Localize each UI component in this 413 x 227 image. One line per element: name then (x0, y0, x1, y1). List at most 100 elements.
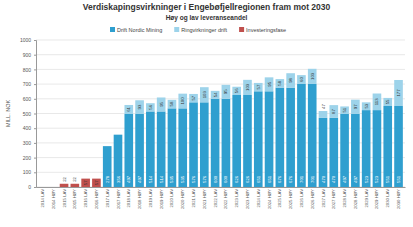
data-label: 523 (364, 175, 369, 183)
legend-label: Drift Nordic Mining (117, 27, 162, 33)
legend-swatch (239, 27, 244, 32)
grid-line (36, 98, 405, 99)
bar (243, 95, 252, 187)
y-tick (34, 128, 36, 129)
data-label: 551 (396, 175, 401, 183)
x-tick-group: 2015 LAV (62, 187, 67, 208)
y-tick-label: 800 (23, 67, 32, 73)
data-label: 100 (180, 97, 185, 105)
x-tick-label: 2024 LAV (256, 189, 261, 208)
data-label: 470 (321, 175, 326, 183)
x-tick-label: 2015 LAV (62, 189, 67, 208)
data-label: 113 (374, 98, 379, 105)
x-tick-label: 2030 HØY (396, 189, 401, 209)
bar (329, 118, 338, 187)
data-label: 103 (310, 72, 315, 80)
data-label: 470 (331, 175, 336, 183)
bar (340, 114, 349, 187)
bar (135, 100, 144, 114)
y-tick-label: 1000 (20, 37, 31, 43)
x-axis-line (37, 187, 406, 188)
x-axis: 2014 LAV2014 HØY2015 LAV2015 HØY2016 LAV… (37, 187, 406, 209)
x-tick-group: 2021 HØY (202, 187, 207, 209)
y-tick (34, 99, 36, 100)
data-label: 57 (191, 95, 196, 100)
data-label: 58 (169, 101, 174, 106)
data-label: 56 (234, 88, 239, 93)
grid-line (36, 128, 405, 129)
x-tick-group: 2017 LAV (105, 187, 110, 208)
data-label: 676 (277, 175, 282, 183)
y-tick (34, 69, 36, 70)
x-tick-group: 2023 LAV (234, 187, 239, 208)
data-label: 701 (310, 175, 315, 183)
bar (362, 102, 371, 110)
bar (276, 79, 285, 88)
bar (124, 105, 133, 114)
grid (36, 40, 405, 187)
x-tick-label: 2029 LAV (364, 189, 369, 208)
data-label: 56 (148, 104, 153, 109)
x-tick-label: 2026 LAV (299, 189, 304, 208)
bar (383, 98, 392, 106)
bar (308, 69, 317, 84)
bar (265, 91, 274, 187)
data-label: 576 (202, 175, 207, 183)
legend-label: Investeringsfase (246, 27, 286, 33)
x-tick-group: 2028 LAV (342, 187, 347, 208)
x-tick-group: 2030 HØY (396, 187, 401, 209)
y-tick-group: 600 (23, 96, 36, 102)
bar (71, 184, 80, 187)
x-tick-label: 2017 LAV (105, 189, 110, 208)
data-label: 356 (116, 175, 121, 183)
y-tick-label: 200 (23, 155, 32, 161)
data-label: 497 (137, 175, 142, 183)
bar (222, 85, 231, 99)
bar (200, 102, 209, 187)
x-tick-group: 2030 LAV (385, 187, 390, 208)
x-tick-label: 2029 HØY (374, 189, 379, 209)
bar (394, 80, 403, 106)
bar (135, 114, 144, 187)
bar (297, 75, 306, 84)
data-label: 600 (213, 175, 218, 183)
data-label: 103 (245, 83, 250, 91)
bar (178, 108, 187, 187)
x-tick-group: 2014 HØY (51, 187, 56, 209)
bar (92, 179, 101, 187)
x-tick-label: 2016 HØY (94, 189, 99, 209)
bar (308, 84, 317, 187)
bar (373, 110, 382, 187)
bar (329, 105, 338, 118)
legend-item: Ringvirkninger drift (174, 27, 227, 33)
x-tick-label: 2025 HØY (288, 189, 293, 209)
data-label: 651 (267, 175, 272, 183)
y-tick-label: 600 (23, 96, 32, 102)
bar (265, 77, 274, 91)
y-tick (34, 172, 36, 173)
data-label: 177 (396, 89, 401, 97)
x-tick-group: 2019 LAV (148, 187, 153, 208)
y-tick-group: 0 (28, 184, 36, 190)
x-tick-group: 2027 LAV (321, 187, 326, 208)
bar (189, 94, 198, 102)
y-tick (34, 40, 36, 41)
y-tick-group: 800 (23, 67, 36, 73)
data-label: 626 (245, 175, 250, 183)
x-tick-group: 2020 LAV (169, 187, 174, 208)
data-labels: 2783564974975145145355355765766006006266… (62, 72, 401, 185)
data-label: 58 (277, 80, 282, 85)
bar (211, 99, 220, 187)
x-tick-group: 2016 HØY (94, 187, 99, 209)
title: Verdiskapingsvirkninger i Engebøfjellreg… (83, 2, 331, 12)
bar (383, 106, 392, 187)
x-tick-label: 2015 HØY (72, 189, 77, 209)
grid-line (36, 40, 405, 41)
data-label: 497 (342, 175, 347, 183)
data-label: 514 (148, 175, 153, 183)
x-tick-label: 2014 HØY (51, 189, 56, 209)
chart: Verdiskapingsvirkninger i Engebøfjellreg… (0, 0, 413, 227)
bar (319, 118, 328, 187)
x-tick-group: 2025 HØY (288, 187, 293, 209)
bar (319, 111, 328, 118)
